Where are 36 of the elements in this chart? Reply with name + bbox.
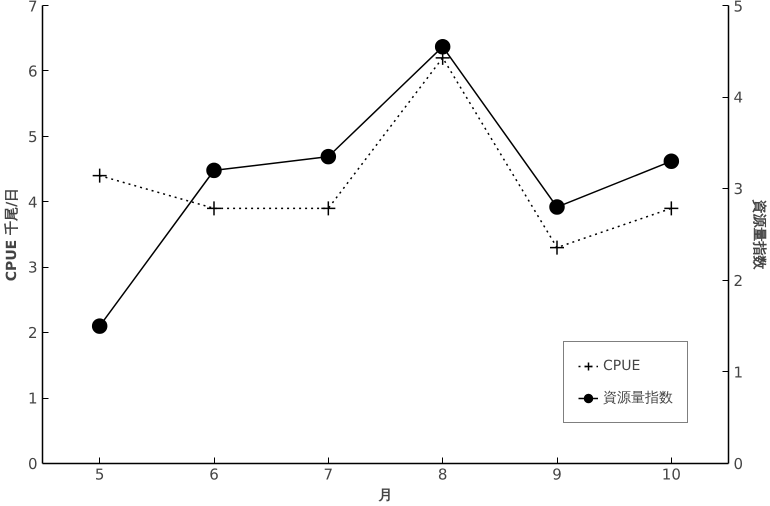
point: [664, 153, 680, 169]
x-tick-label: 5: [94, 466, 104, 484]
y-tick-label: 4: [28, 193, 38, 212]
point: [434, 38, 450, 54]
point: [549, 199, 565, 215]
point: [92, 168, 108, 184]
y2-tick-label: 0: [734, 455, 744, 473]
point: [549, 240, 565, 256]
x-tick-label: 6: [209, 466, 219, 484]
y-tick-label: 7: [28, 0, 38, 16]
y-tick-label: 0: [28, 455, 38, 473]
y-tick-label: 6: [28, 62, 38, 80]
y-tick-label: 2: [28, 324, 38, 342]
y2-tick-label: 3: [734, 180, 744, 198]
point: [320, 200, 336, 216]
point: [92, 318, 108, 334]
x-tick-label: 7: [324, 466, 334, 484]
x-tick-label: 9: [552, 466, 562, 484]
y2-axis-title: 資源量指数: [751, 198, 768, 270]
legend-label: 資源量指数: [603, 389, 673, 407]
y2-tick-label: 4: [734, 88, 744, 107]
y-tick-label: 1: [28, 390, 38, 408]
point: [664, 200, 680, 216]
point: [206, 200, 222, 216]
point: [320, 148, 336, 164]
y2-tick-label: 5: [734, 0, 744, 16]
y-axis-title: CPUE 千尾/日: [2, 188, 20, 282]
x-tick-label: 10: [662, 466, 681, 484]
y-tick-label: 3: [28, 258, 38, 277]
x-axis-title: 月: [378, 488, 392, 504]
y2-tick-label: 1: [734, 363, 744, 382]
x-tick-label: 8: [438, 466, 448, 484]
y2-tick-label: 2: [734, 272, 744, 290]
legend-label: CPUE: [603, 358, 640, 374]
y-tick-label: 5: [28, 128, 38, 146]
point: [206, 162, 222, 178]
